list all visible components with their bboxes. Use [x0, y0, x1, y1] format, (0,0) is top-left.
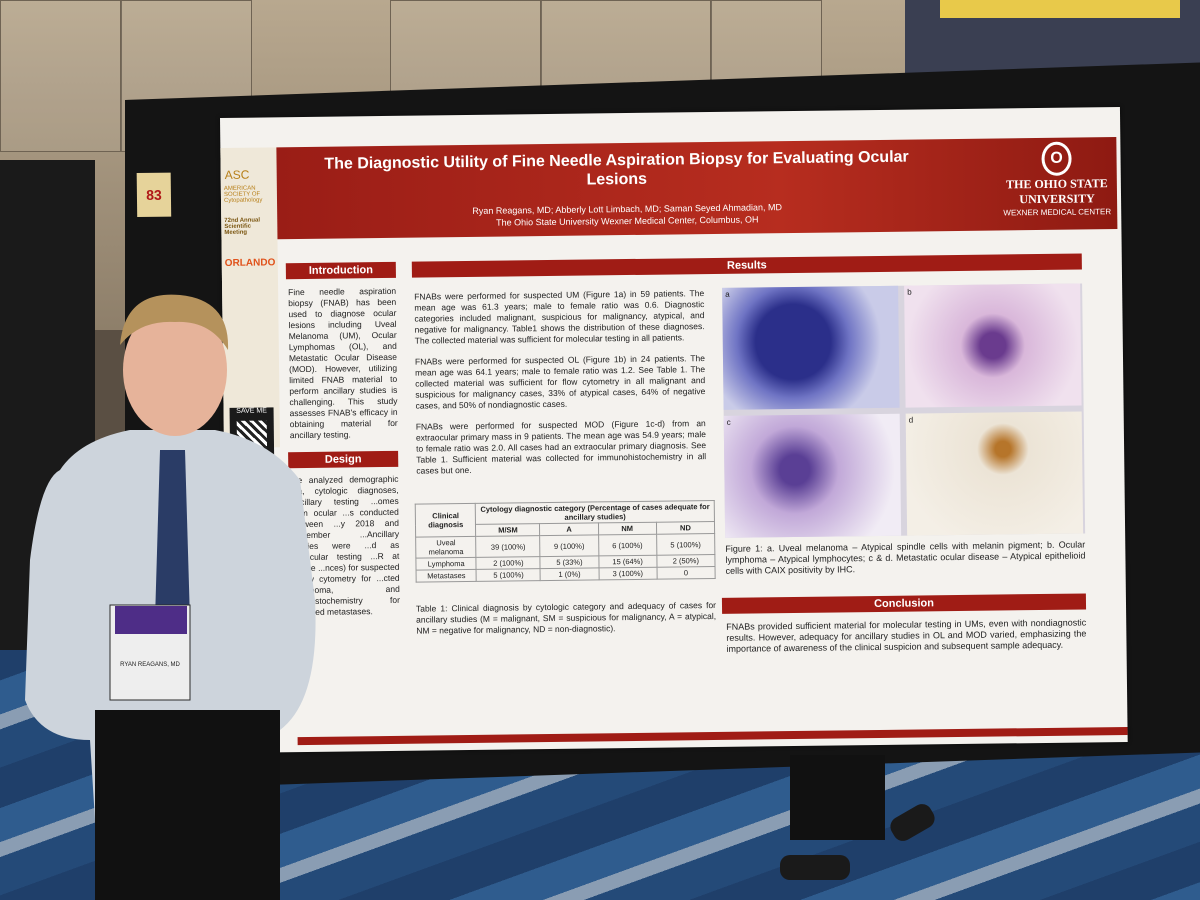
- presenter-hair: [120, 294, 229, 350]
- presenter-trousers: [95, 710, 280, 900]
- shoe-icon: [780, 855, 850, 880]
- presenter-head: [123, 304, 227, 436]
- lanyard-badge-band: [115, 606, 187, 634]
- presenter-tie: [155, 450, 190, 650]
- light-strip: [940, 0, 1180, 18]
- badge-name: RYAN REAGANS, MD: [120, 662, 180, 668]
- wall-panel: [0, 0, 122, 152]
- passerby-legs: [780, 755, 939, 890]
- passerby-dress: [790, 755, 885, 840]
